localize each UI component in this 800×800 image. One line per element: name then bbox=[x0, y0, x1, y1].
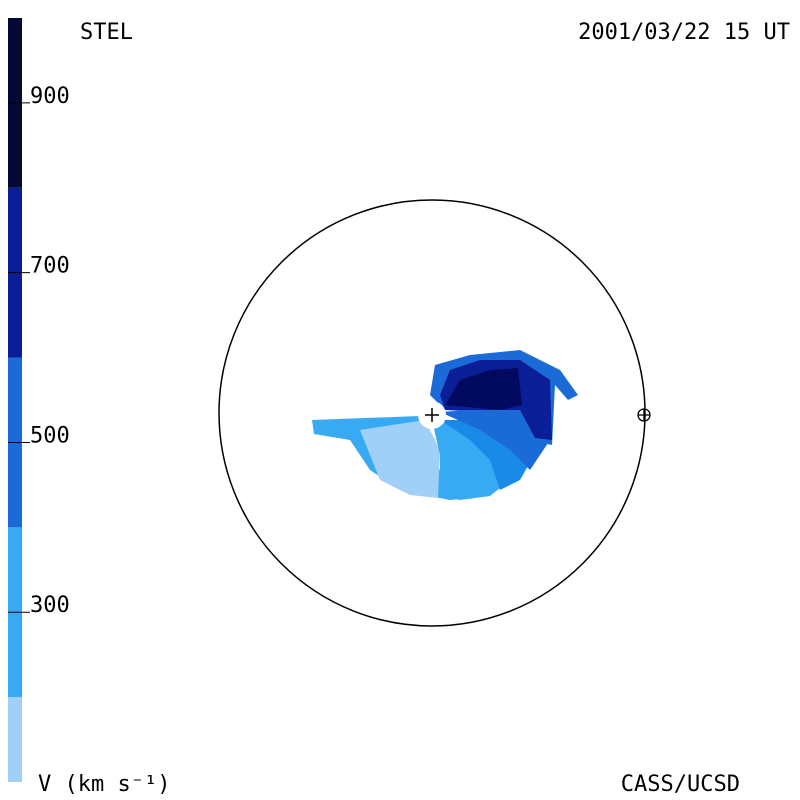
region bbox=[360, 420, 440, 498]
earth-orbit bbox=[218, 199, 646, 627]
colorbar-band bbox=[8, 697, 22, 782]
solar-wind-structure bbox=[218, 199, 651, 627]
colorbar: 300 500 700 900 bbox=[8, 18, 70, 782]
colorbar-tick-label: 900 bbox=[30, 84, 70, 109]
earth-marker bbox=[638, 409, 650, 421]
observatory-label: STEL bbox=[80, 20, 133, 45]
region bbox=[445, 368, 522, 410]
sun-marker bbox=[425, 408, 439, 422]
colorbar-tick-label: 700 bbox=[30, 254, 70, 279]
credit: CASS/UCSD bbox=[621, 772, 740, 797]
colorbar-unit: V (km s⁻¹) bbox=[38, 772, 170, 797]
colorbar-tick-label: 500 bbox=[30, 423, 70, 448]
colorbar-tick-label: 300 bbox=[30, 593, 70, 618]
region bbox=[432, 420, 510, 500]
timestamp: 2001/03/22 15 UT bbox=[578, 20, 790, 45]
